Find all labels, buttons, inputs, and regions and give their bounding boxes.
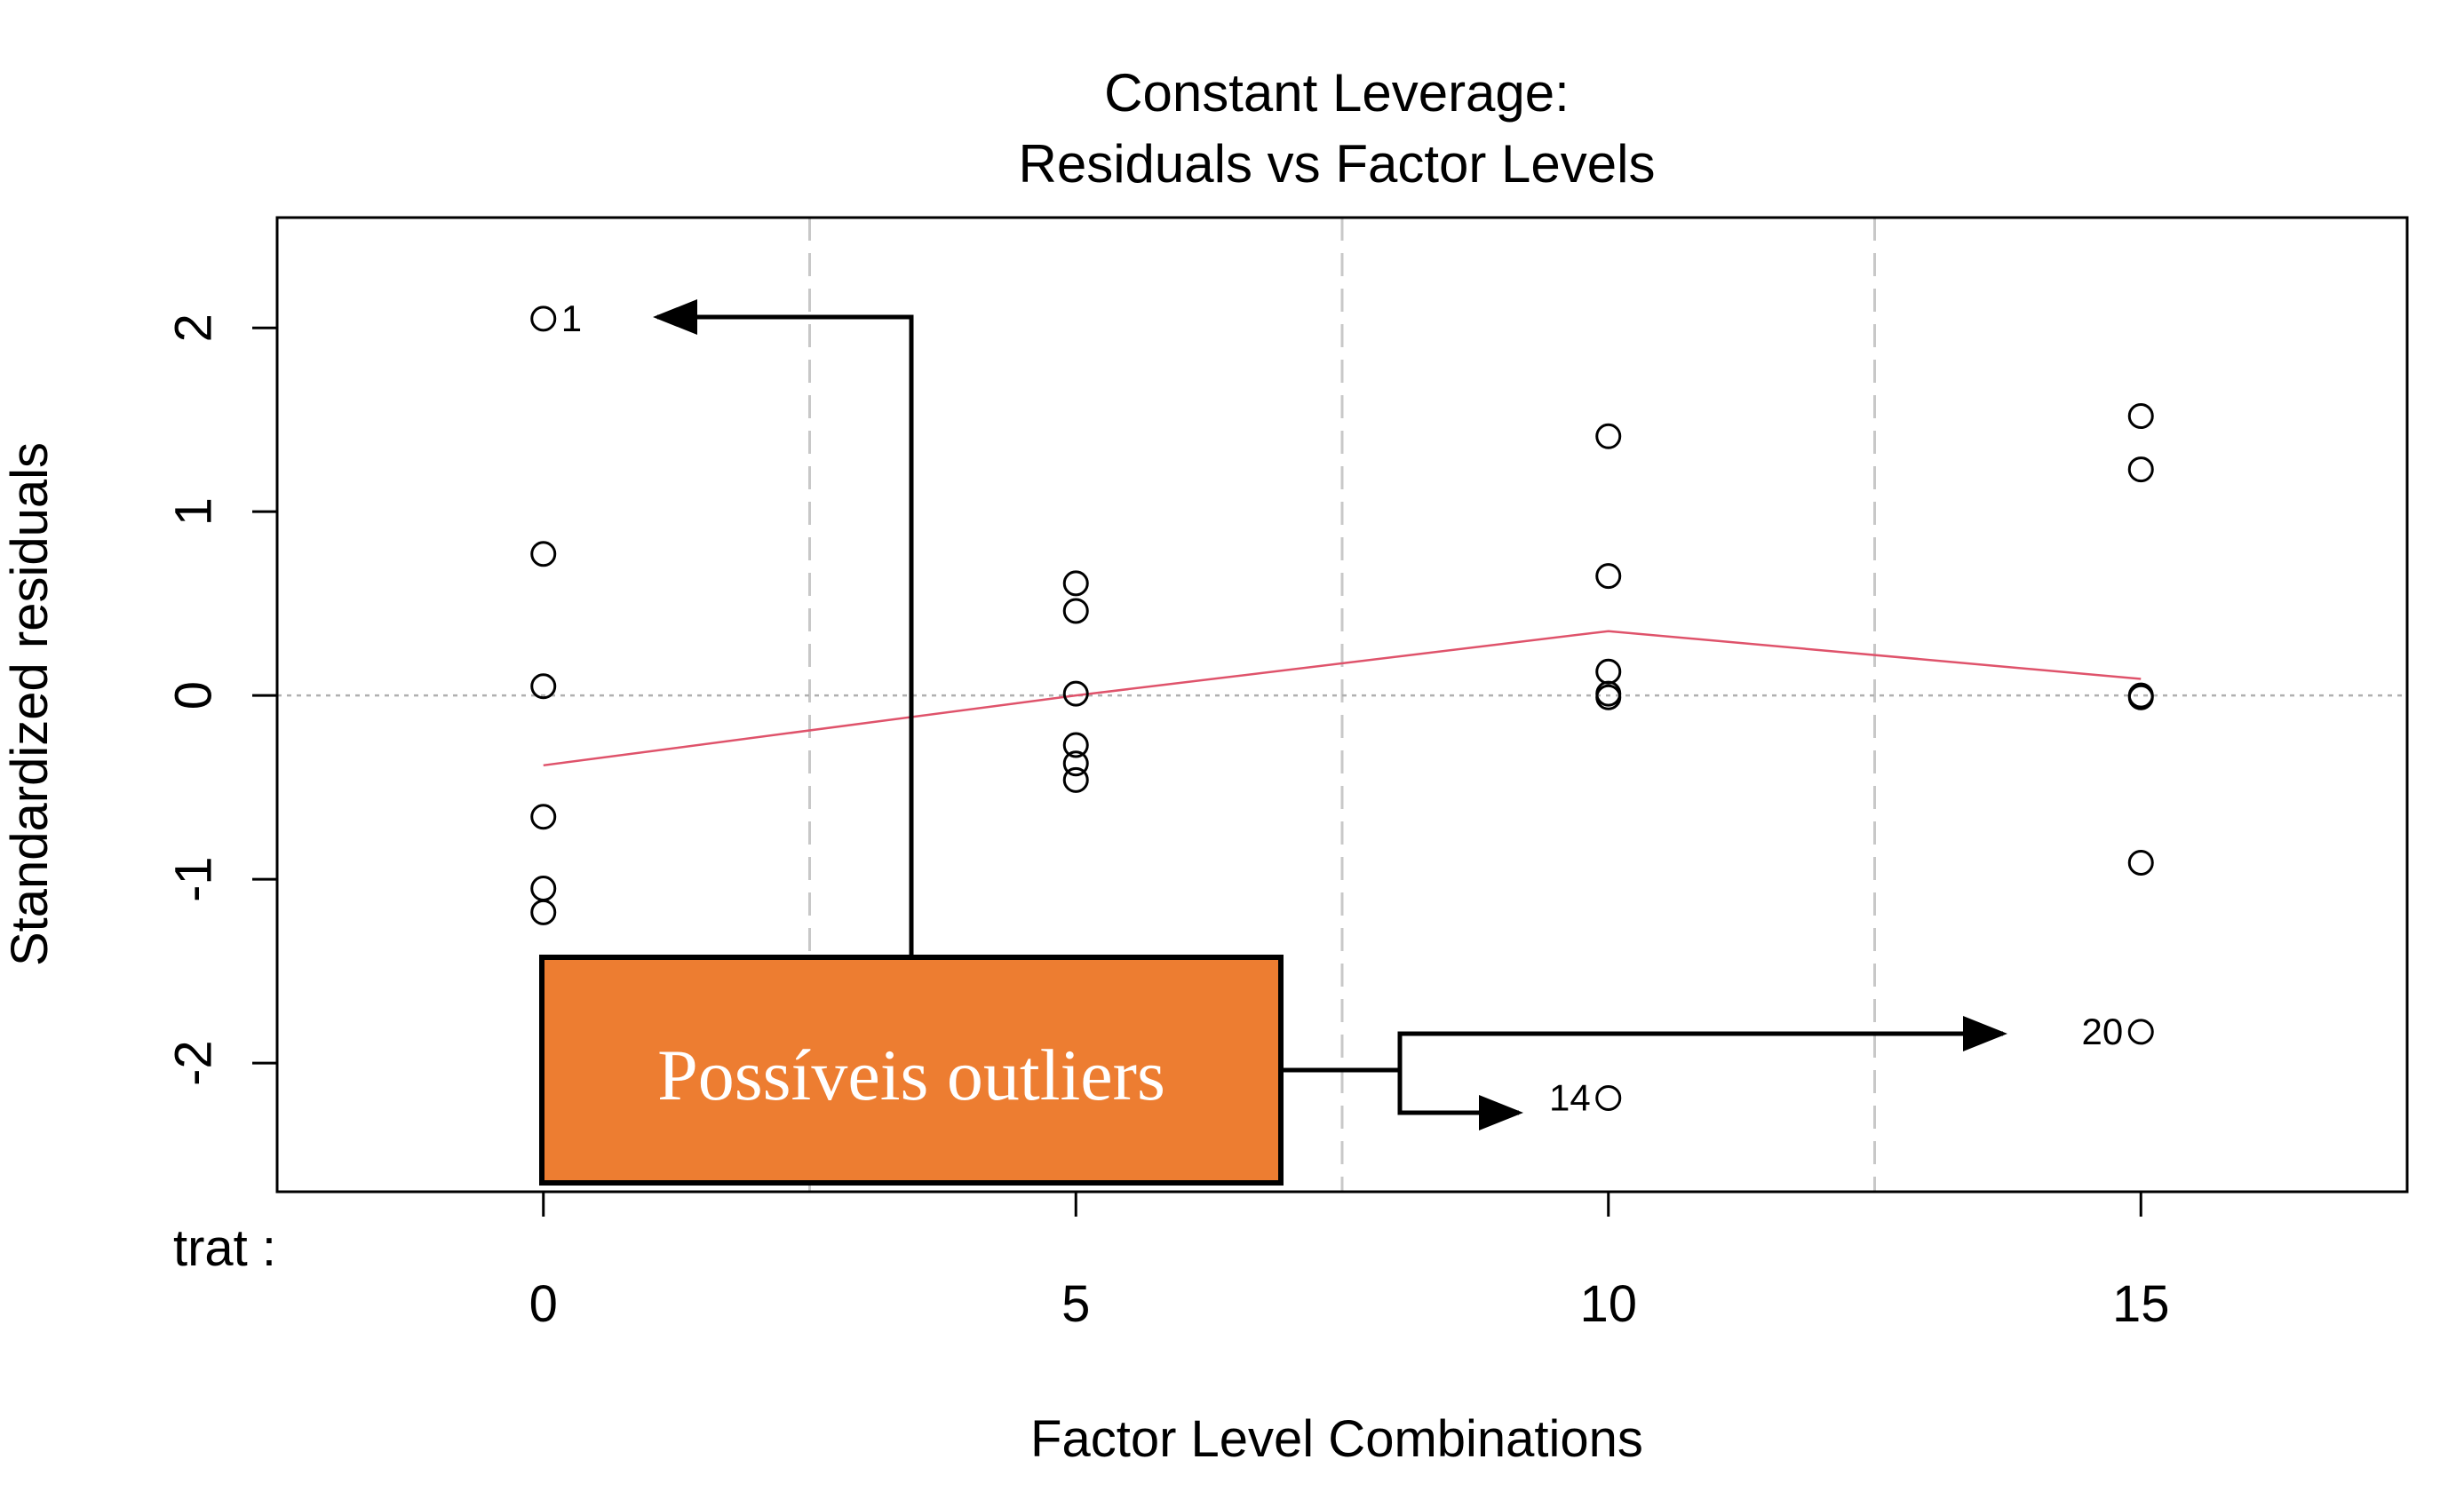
chart-title-line-2: Residuals vs Factor Levels (1019, 134, 1656, 194)
y-axis: -2 -1 0 1 2 (164, 313, 279, 1086)
point-label: 14 (1549, 1076, 1591, 1118)
data-point (1595, 1084, 1622, 1111)
point-label: 1 (561, 297, 582, 339)
x-tick-label: 0 (529, 1275, 558, 1333)
data-point (2127, 684, 2154, 710)
data-point (1595, 684, 1622, 710)
data-point (530, 305, 557, 332)
y-tick-label: 1 (164, 497, 222, 526)
data-point (1062, 680, 1089, 707)
x-tick-label: 5 (1061, 1275, 1090, 1333)
y-tick-label: -2 (164, 1040, 222, 1086)
callout-arrows (653, 299, 2007, 1130)
y-axis-title: Standardized residuals (1, 442, 59, 966)
x-axis-title: Factor Level Combinations (1030, 1410, 1643, 1468)
outliers-callout: Possíveis outliers (539, 955, 1284, 1186)
arrow-to-point-20 (1397, 1016, 2007, 1110)
callout-text: Possíveis outliers (657, 1035, 1165, 1115)
y-tick-label: 0 (164, 681, 222, 710)
data-point (530, 804, 557, 830)
data-point (2127, 1019, 2154, 1045)
arrow-to-point-1 (653, 299, 914, 957)
factor-label: trat : (173, 1219, 276, 1277)
data-point (530, 899, 557, 925)
data-point (530, 673, 557, 700)
smooth-line-layer (543, 630, 2142, 767)
y-tick-label: -1 (164, 856, 222, 902)
data-point (1595, 423, 1622, 449)
x-tick-label: 10 (1579, 1275, 1637, 1333)
data-point (1062, 732, 1089, 758)
data-point (1595, 658, 1622, 685)
smooth-trend-line (543, 630, 2142, 767)
data-point (1062, 766, 1089, 793)
data-point (1062, 598, 1089, 624)
point-label: 20 (2082, 1011, 2124, 1052)
data-points (530, 305, 2154, 1111)
chart-title-line-1: Constant Leverage: (1104, 63, 1570, 123)
x-tick-label: 15 (2112, 1275, 2170, 1333)
data-point (1062, 750, 1089, 777)
point-labels: 1 14 20 (561, 297, 2124, 1119)
data-point (2127, 456, 2154, 483)
x-axis: 0 5 10 15 (529, 1192, 2170, 1333)
plot-frame (275, 216, 2409, 1194)
data-point (2127, 403, 2154, 430)
data-point (1595, 563, 1622, 590)
callout-box (539, 955, 1284, 1186)
y-tick-label: 2 (164, 313, 222, 342)
data-point (530, 541, 557, 567)
data-point (2127, 850, 2154, 876)
arrow-to-point-14 (1397, 1070, 1523, 1130)
data-point (1062, 570, 1089, 597)
data-point (530, 875, 557, 901)
